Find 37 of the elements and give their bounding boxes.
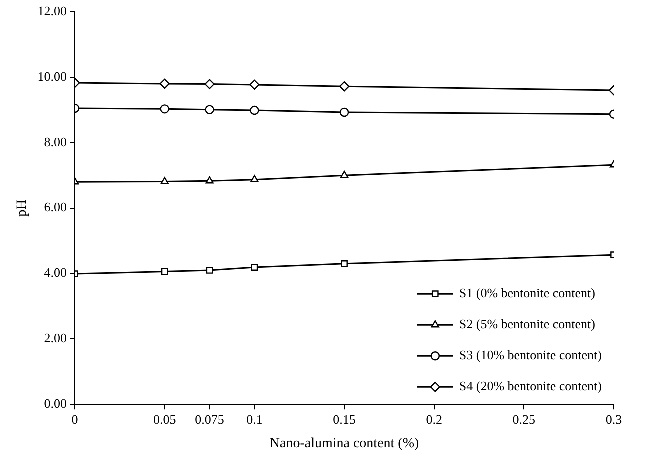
point <box>160 78 170 90</box>
y-tick-label: 10.00 <box>38 68 68 84</box>
legend-label: S2 (5% bentonite content) <box>459 316 596 332</box>
point <box>340 170 349 178</box>
point <box>206 267 214 274</box>
y-axis-title: pH <box>15 200 30 217</box>
x-tick-label: 0 <box>72 412 78 427</box>
x-tick-label: 0.15 <box>333 412 356 427</box>
legend-label: S4 (20% bentonite content) <box>459 378 602 394</box>
point <box>160 177 169 184</box>
legend-label: S3 (10% bentonite content) <box>459 348 602 363</box>
x-tick-label: 0.2 <box>426 412 442 427</box>
point <box>250 106 260 116</box>
legend-label: S1 (0% bentonite content) <box>459 286 596 301</box>
point <box>339 81 350 92</box>
y-tick-label: 6.00 <box>44 200 68 215</box>
x-tick-label: 0.3 <box>606 412 622 427</box>
point <box>340 108 350 118</box>
point <box>341 260 348 268</box>
x-tick-label: 0.075 <box>195 412 224 427</box>
x-tick-label: 0.1 <box>246 412 263 427</box>
point <box>250 80 260 90</box>
point <box>250 175 259 182</box>
y-tick-label: 2.00 <box>44 330 68 346</box>
y-tick-label: 12.00 <box>38 3 68 18</box>
x-tick-label: 0.25 <box>512 412 536 427</box>
point <box>160 104 170 114</box>
point <box>161 268 168 276</box>
y-tick-label: 8.00 <box>44 134 68 150</box>
point <box>206 176 214 184</box>
y-tick-label: 4.00 <box>44 265 68 280</box>
x-axis-title: Nano-alumina content (%) <box>270 436 420 452</box>
point <box>204 79 215 90</box>
point <box>251 264 258 271</box>
point <box>205 105 214 114</box>
x-tick-label: 0.05 <box>154 412 176 427</box>
y-tick-label: 0.00 <box>44 396 68 412</box>
